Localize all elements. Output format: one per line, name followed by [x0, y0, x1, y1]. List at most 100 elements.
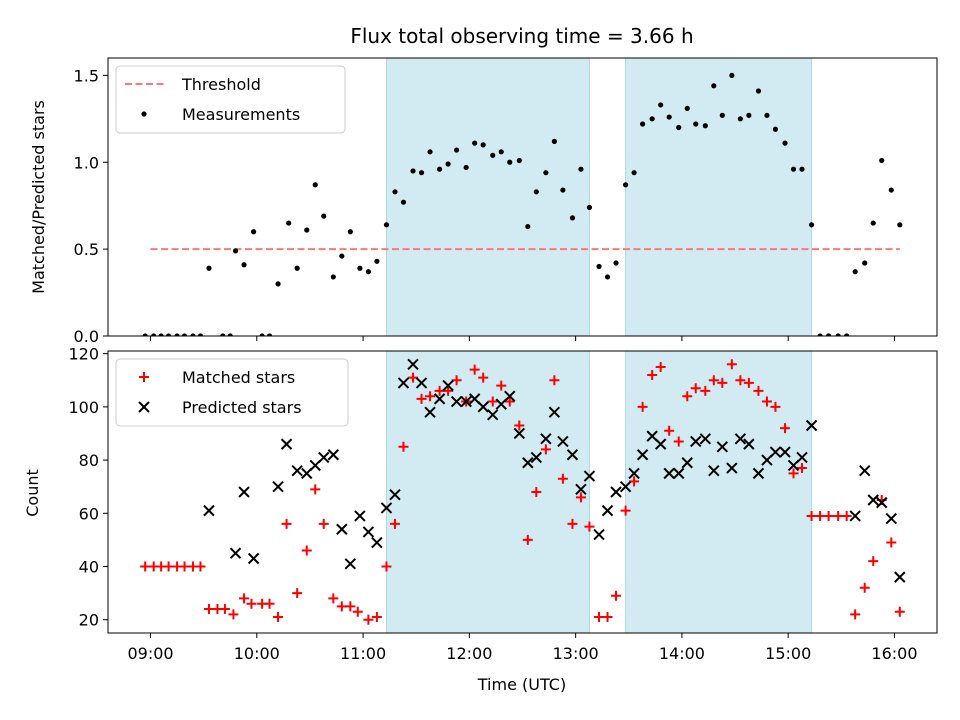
- data-point: [815, 510, 826, 521]
- data-point: [445, 161, 451, 167]
- legend-label: Matched stars: [182, 368, 295, 387]
- data-point: [601, 504, 614, 517]
- data-point: [655, 361, 666, 372]
- data-point: [246, 598, 257, 609]
- data-point: [894, 606, 905, 617]
- y-tick-label: 60: [79, 504, 99, 523]
- data-point: [197, 333, 204, 336]
- data-point: [636, 449, 649, 461]
- data-point: [567, 518, 578, 529]
- data-point: [318, 451, 330, 464]
- data-point: [735, 375, 746, 386]
- data-point: [639, 121, 646, 127]
- x-tick-label: 09:00: [127, 644, 173, 663]
- data-point: [281, 518, 292, 529]
- data-point: [796, 451, 808, 464]
- chart-title: Flux total observing time = 3.66 h: [350, 24, 693, 48]
- x-tick-label: 14:00: [659, 644, 705, 663]
- data-point: [463, 164, 469, 171]
- x-tick-label: 10:00: [234, 644, 280, 663]
- data-point: [693, 121, 699, 127]
- legend-box: [115, 65, 346, 134]
- data-point: [690, 383, 701, 394]
- data-point: [743, 438, 755, 450]
- data-point: [619, 480, 632, 493]
- data-point: [613, 260, 619, 266]
- legend-handle: [138, 401, 150, 413]
- data-point: [190, 333, 196, 336]
- legend-box: [115, 358, 349, 427]
- panel-counts: 20 40 60 80 100 120 09:00 10:00 11:00 12:00 13:00 1…: [68, 345, 938, 663]
- data-point: [788, 468, 799, 479]
- x-tick-label: 16:00: [871, 644, 917, 663]
- data-point: [318, 518, 329, 529]
- data-point: [195, 561, 206, 572]
- data-point: [220, 333, 226, 336]
- data-point: [232, 248, 239, 254]
- data-point: [381, 561, 392, 572]
- data-point: [490, 152, 496, 158]
- data-point: [228, 609, 239, 620]
- data-point: [357, 265, 363, 271]
- data-point: [734, 433, 747, 445]
- data-point: [746, 112, 752, 118]
- data-point: [264, 598, 275, 609]
- data-point: [743, 377, 754, 388]
- data-point: [551, 138, 557, 144]
- data-point: [427, 149, 433, 155]
- data-point: [247, 552, 260, 565]
- data-point: [726, 462, 738, 474]
- data-point: [764, 112, 770, 118]
- data-point: [142, 333, 148, 336]
- data-point: [181, 333, 188, 336]
- data-point: [782, 140, 788, 146]
- data-point: [434, 385, 445, 396]
- y-tick-label: 1.5: [74, 66, 99, 85]
- data-point: [389, 488, 401, 501]
- data-point: [575, 483, 587, 496]
- x-tick-label: 15:00: [765, 644, 811, 663]
- legend-label: Measurements: [182, 105, 300, 124]
- data-point: [219, 604, 230, 615]
- data-point: [868, 556, 879, 567]
- legend-label: Threshold: [181, 75, 261, 94]
- data-point: [604, 274, 611, 280]
- data-point: [825, 333, 832, 336]
- data-point: [666, 114, 672, 120]
- data-point: [487, 396, 498, 407]
- data-point: [708, 375, 719, 386]
- data-point: [876, 496, 888, 509]
- data-point: [522, 457, 534, 469]
- y-tick-label: 0.0: [74, 327, 99, 346]
- y-tick-label: 80: [79, 451, 99, 470]
- data-point: [835, 333, 841, 336]
- data-point: [454, 147, 460, 153]
- data-point: [681, 457, 693, 469]
- data-point: [371, 536, 383, 549]
- data-point: [433, 393, 446, 405]
- data-point: [389, 518, 400, 529]
- data-point: [676, 124, 682, 131]
- data-point: [557, 435, 569, 448]
- data-point: [418, 170, 425, 176]
- data-point: [673, 467, 685, 480]
- data-point: [140, 561, 151, 572]
- data-point: [416, 393, 427, 404]
- data-point: [294, 265, 300, 271]
- data-point: [345, 601, 356, 612]
- data-point: [328, 593, 339, 604]
- data-point: [531, 487, 542, 497]
- data-point: [594, 612, 605, 623]
- data-point: [354, 510, 366, 522]
- y-axis-label-ratio: Matched/Predicted stars: [29, 100, 48, 294]
- data-point: [347, 229, 353, 235]
- data-point: [602, 612, 613, 623]
- data-point: [371, 612, 382, 623]
- data-point: [227, 333, 233, 336]
- data-point: [894, 571, 906, 583]
- data-point: [291, 465, 303, 477]
- data-point: [708, 465, 720, 477]
- data-point: [203, 504, 215, 517]
- data-point: [699, 433, 712, 445]
